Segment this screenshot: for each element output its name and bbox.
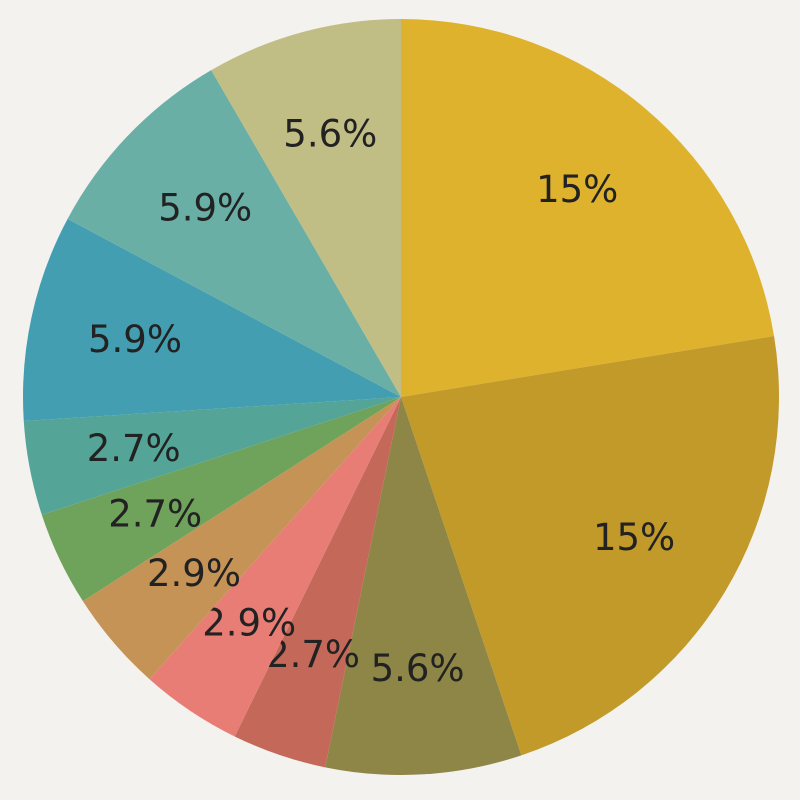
- slice-label: 15%: [593, 516, 675, 559]
- pie-slice: [401, 336, 779, 756]
- pie-slice: [149, 397, 401, 737]
- pie-slice: [325, 397, 522, 776]
- slice-label: 2.9%: [202, 601, 296, 644]
- slice-label: 5.9%: [158, 187, 252, 230]
- pie-slice: [401, 19, 775, 397]
- slice-label: 2.7%: [87, 427, 181, 470]
- pie-slice: [234, 397, 401, 768]
- slice-label: 5.6%: [283, 113, 377, 156]
- pie-slice: [41, 397, 401, 602]
- pie-slice: [82, 397, 401, 680]
- pie-slice: [67, 70, 402, 397]
- slice-label: 5.6%: [371, 647, 465, 690]
- slice-label: 5.9%: [88, 318, 182, 361]
- slice-label: 2.9%: [147, 552, 241, 595]
- pie-slice: [23, 397, 401, 515]
- pie-slice: [211, 19, 401, 397]
- slice-label: 15%: [536, 168, 618, 211]
- pie-slice: [23, 218, 402, 421]
- slice-label: 2.7%: [108, 492, 202, 535]
